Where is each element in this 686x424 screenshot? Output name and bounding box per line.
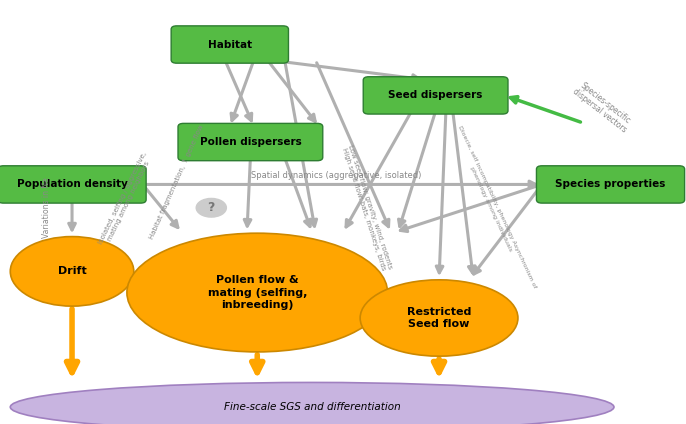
Text: Variations in Ne: Variations in Ne	[42, 177, 51, 238]
Text: Population density: Population density	[16, 179, 128, 190]
Text: Pollen flow &
mating (selfing,
inbreeding): Pollen flow & mating (selfing, inbreedin…	[208, 275, 307, 310]
Text: Dioecie, self incompatibility, phenology Asynchronism of
phenology among individ: Dioecie, self incompatibility, phenology…	[451, 125, 536, 291]
FancyBboxPatch shape	[0, 166, 146, 203]
Text: ?: ?	[208, 201, 215, 214]
FancyBboxPatch shape	[178, 123, 322, 161]
FancyBboxPatch shape	[172, 26, 288, 63]
Text: Seed dispersers: Seed dispersers	[388, 90, 483, 100]
FancyBboxPatch shape	[536, 166, 685, 203]
Text: Species properties: Species properties	[556, 179, 665, 190]
Text: Restricted
Seed flow: Restricted Seed flow	[407, 307, 471, 329]
Circle shape	[196, 198, 226, 217]
Ellipse shape	[10, 237, 134, 306]
Text: Drift: Drift	[58, 266, 86, 276]
Text: Fine-scale SGS and differentiation: Fine-scale SGS and differentiation	[224, 402, 401, 412]
Text: Low seed flow: gravity, wind, rodents
High seed flow: bats, monkeys, birds: Low seed flow: gravity, wind, rodents Hi…	[341, 144, 393, 272]
Text: Species-specific
dispersal vectors: Species-specific dispersal vectors	[571, 79, 634, 135]
Text: Pollen dispersers: Pollen dispersers	[200, 137, 301, 147]
Text: Habitat: Habitat	[208, 39, 252, 50]
Ellipse shape	[10, 382, 614, 424]
Ellipse shape	[360, 280, 518, 356]
Ellipse shape	[127, 233, 388, 352]
FancyBboxPatch shape	[364, 77, 508, 114]
Text: Habitat fragmentation, ↑ gene flow: Habitat fragmentation, ↑ gene flow	[149, 124, 205, 240]
Text: Isolated, selfing / aggressive,
mating among neighbors: Isolated, selfing / aggressive, mating a…	[97, 151, 154, 248]
Text: Spatial dynamics (aggregative, isolated): Spatial dynamics (aggregative, isolated)	[251, 171, 421, 181]
